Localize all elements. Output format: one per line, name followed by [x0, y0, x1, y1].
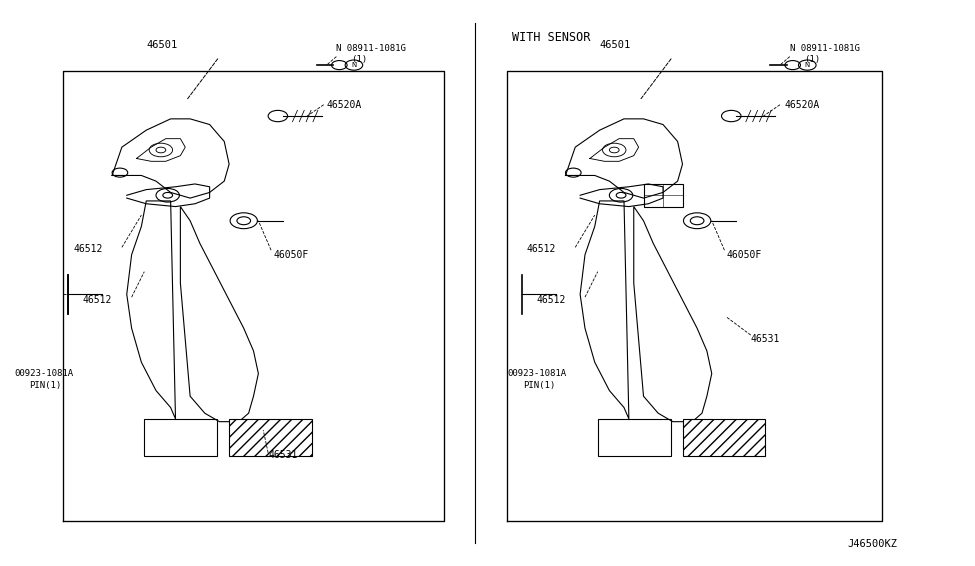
Text: N: N	[351, 62, 357, 68]
Text: 46512: 46512	[526, 244, 556, 254]
Text: 00923-1081A: 00923-1081A	[15, 370, 74, 379]
Bar	[144, 419, 217, 456]
Text: PIN(1): PIN(1)	[524, 381, 556, 390]
Text: (1): (1)	[351, 55, 368, 65]
Bar	[644, 184, 682, 207]
Text: WITH SENSOR: WITH SENSOR	[512, 31, 590, 44]
Text: 46531: 46531	[751, 335, 780, 345]
Text: 46512: 46512	[83, 295, 112, 305]
Text: 46501: 46501	[146, 40, 177, 50]
Bar	[598, 419, 671, 456]
Text: 46520A: 46520A	[327, 100, 362, 110]
Text: PIN(1): PIN(1)	[29, 381, 61, 390]
Bar	[682, 419, 765, 456]
Text: 00923-1081A: 00923-1081A	[507, 370, 566, 379]
Text: 46050F: 46050F	[273, 250, 308, 260]
Text: 46531: 46531	[268, 451, 297, 461]
Text: J46500KZ: J46500KZ	[847, 539, 897, 549]
Text: (1): (1)	[804, 55, 821, 65]
Text: 46512: 46512	[536, 295, 565, 305]
Text: 46512: 46512	[73, 244, 102, 254]
Text: 46501: 46501	[600, 40, 631, 50]
Text: N: N	[804, 62, 810, 68]
Text: N 08911-1081G: N 08911-1081G	[790, 44, 860, 53]
Bar	[229, 419, 312, 456]
Text: 46520A: 46520A	[785, 100, 820, 110]
Text: 46050F: 46050F	[726, 250, 761, 260]
Text: N 08911-1081G: N 08911-1081G	[336, 44, 407, 53]
